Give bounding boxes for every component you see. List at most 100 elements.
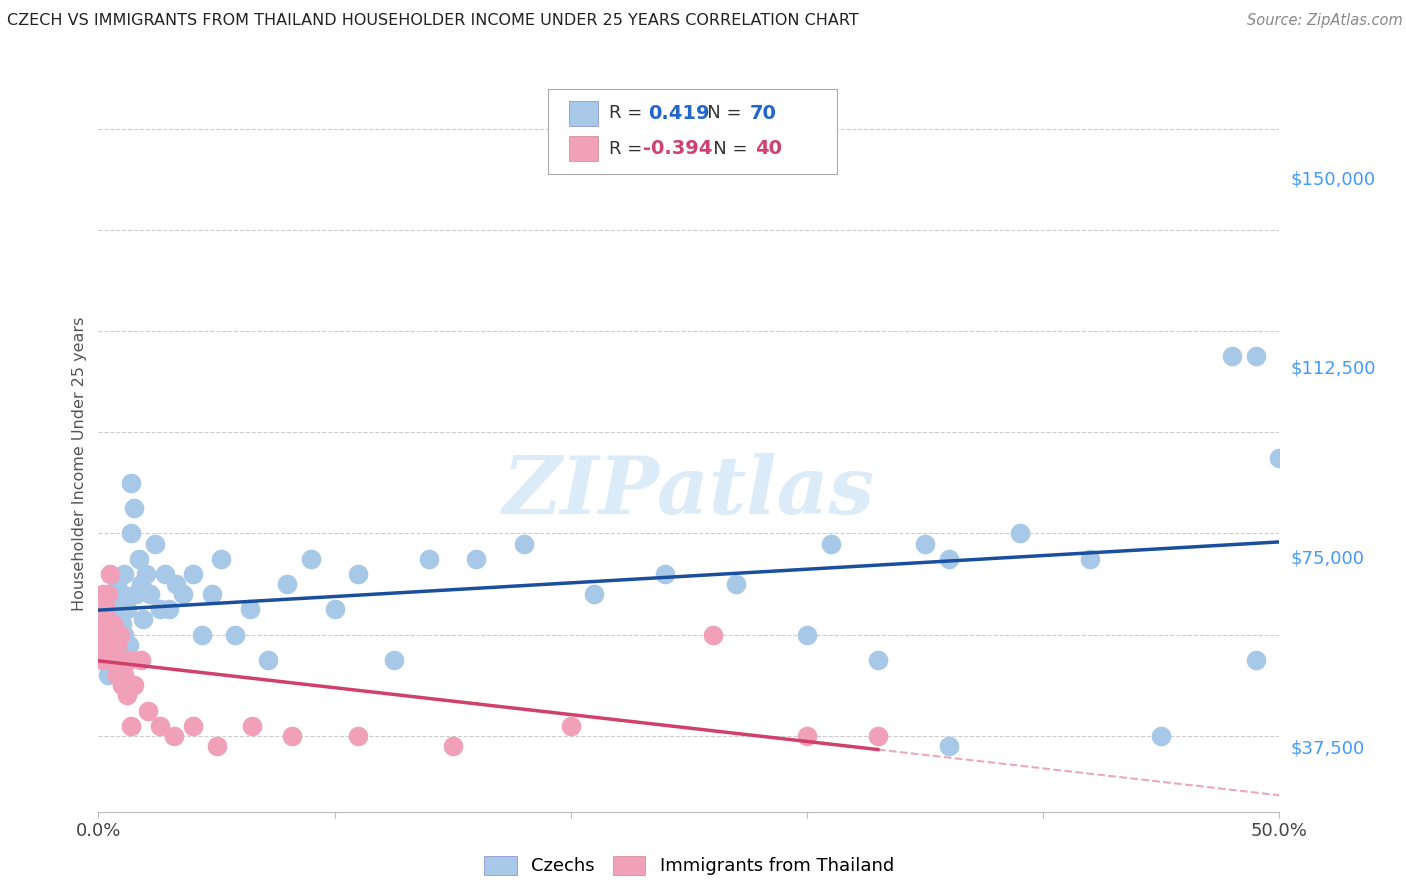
Point bbox=[104, 653, 127, 667]
Point bbox=[299, 551, 322, 566]
Point bbox=[323, 602, 346, 616]
Text: -0.394: -0.394 bbox=[643, 139, 711, 159]
Point bbox=[129, 653, 152, 667]
Point bbox=[105, 577, 128, 591]
Point bbox=[139, 587, 162, 601]
Point bbox=[153, 566, 176, 581]
Point bbox=[101, 653, 124, 667]
Point bbox=[172, 587, 194, 601]
Point bbox=[347, 729, 370, 743]
Point bbox=[465, 551, 488, 566]
Point bbox=[122, 678, 145, 692]
Point bbox=[129, 577, 152, 591]
Point bbox=[1268, 450, 1291, 465]
Point bbox=[938, 739, 960, 753]
Point bbox=[866, 653, 889, 667]
Point bbox=[121, 526, 143, 541]
Point bbox=[108, 653, 131, 667]
Point bbox=[866, 729, 889, 743]
Point bbox=[281, 729, 304, 743]
Point bbox=[94, 627, 117, 641]
Point bbox=[441, 739, 464, 753]
Point bbox=[257, 653, 280, 667]
Legend: Czechs, Immigrants from Thailand: Czechs, Immigrants from Thailand bbox=[477, 849, 901, 883]
Point bbox=[418, 551, 440, 566]
Point bbox=[101, 617, 124, 632]
Point bbox=[157, 602, 180, 616]
Point bbox=[98, 638, 121, 652]
Point bbox=[654, 566, 676, 581]
Point bbox=[1008, 526, 1031, 541]
Point bbox=[938, 551, 960, 566]
Point bbox=[111, 587, 134, 601]
Point bbox=[108, 627, 131, 641]
Point bbox=[128, 551, 150, 566]
Point bbox=[125, 587, 148, 601]
Point bbox=[382, 653, 405, 667]
Point bbox=[101, 617, 124, 632]
Point bbox=[104, 627, 127, 641]
Text: $112,500: $112,500 bbox=[1291, 360, 1376, 378]
Point bbox=[94, 602, 117, 616]
Point bbox=[796, 627, 818, 641]
Point bbox=[104, 602, 127, 616]
Point bbox=[1244, 653, 1267, 667]
Text: N =: N = bbox=[690, 104, 748, 122]
Point bbox=[90, 638, 112, 652]
Point bbox=[135, 566, 157, 581]
Point bbox=[98, 642, 121, 657]
Point bbox=[108, 653, 131, 667]
Point bbox=[97, 653, 120, 667]
Point bbox=[105, 612, 128, 626]
Text: 0.419: 0.419 bbox=[648, 103, 710, 123]
Point bbox=[132, 612, 155, 626]
Text: N =: N = bbox=[696, 140, 754, 158]
Point bbox=[122, 501, 145, 516]
Point bbox=[101, 653, 124, 667]
Point bbox=[725, 577, 748, 591]
Point bbox=[702, 627, 724, 641]
Text: CZECH VS IMMIGRANTS FROM THAILAND HOUSEHOLDER INCOME UNDER 25 YEARS CORRELATION : CZECH VS IMMIGRANTS FROM THAILAND HOUSEH… bbox=[7, 13, 859, 29]
Point bbox=[201, 587, 224, 601]
Point bbox=[98, 566, 121, 581]
Point bbox=[91, 653, 114, 667]
Point bbox=[121, 719, 143, 733]
Point bbox=[112, 627, 135, 641]
Point bbox=[181, 566, 204, 581]
Point bbox=[118, 638, 141, 652]
Point bbox=[94, 627, 117, 641]
Point bbox=[191, 627, 214, 641]
Point bbox=[115, 602, 138, 616]
Point bbox=[512, 536, 534, 550]
Point bbox=[91, 653, 114, 667]
Point bbox=[98, 617, 121, 632]
Point bbox=[94, 602, 117, 616]
Point bbox=[820, 536, 842, 550]
Point bbox=[97, 587, 120, 601]
Point bbox=[98, 612, 121, 626]
Point bbox=[149, 602, 172, 616]
Point bbox=[121, 475, 143, 490]
Point bbox=[97, 668, 120, 682]
Point bbox=[1244, 349, 1267, 363]
Point bbox=[111, 653, 134, 667]
Point bbox=[205, 739, 228, 753]
Point bbox=[143, 536, 166, 550]
Text: R =: R = bbox=[609, 104, 654, 122]
Point bbox=[347, 566, 370, 581]
Text: $150,000: $150,000 bbox=[1291, 170, 1375, 188]
Point bbox=[239, 602, 262, 616]
Point bbox=[97, 638, 120, 652]
Point bbox=[105, 638, 128, 652]
Point bbox=[91, 587, 114, 601]
Text: R =: R = bbox=[609, 140, 648, 158]
Point bbox=[240, 719, 263, 733]
Point bbox=[163, 729, 186, 743]
Point bbox=[224, 627, 246, 641]
Point bbox=[914, 536, 936, 550]
Point bbox=[209, 551, 232, 566]
Point bbox=[104, 638, 127, 652]
Point bbox=[136, 704, 159, 718]
Point bbox=[118, 653, 141, 667]
Point bbox=[276, 577, 298, 591]
